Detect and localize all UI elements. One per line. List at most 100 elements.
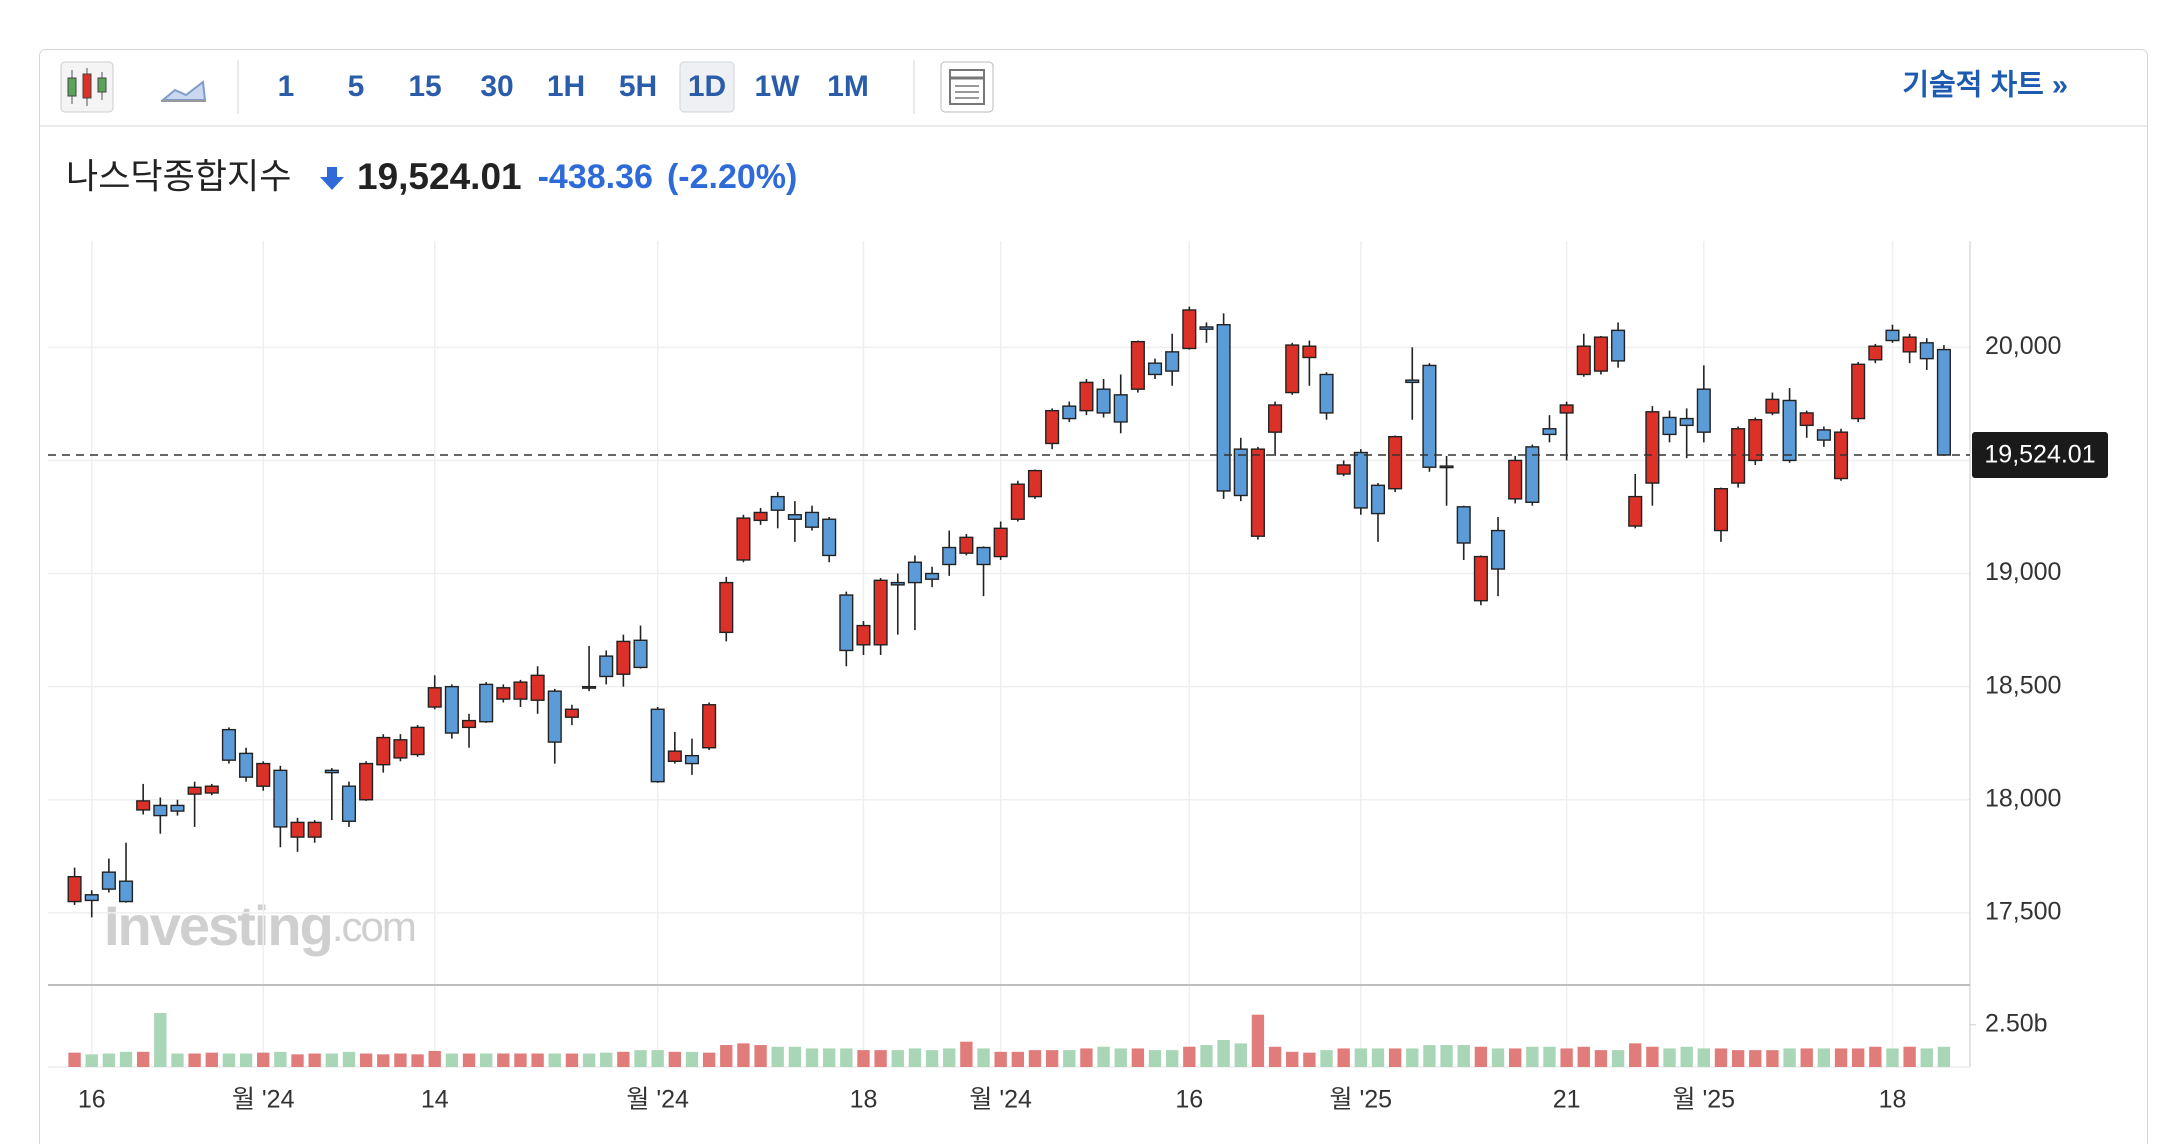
candle-body xyxy=(376,736,391,766)
volume-bar xyxy=(1474,1046,1488,1067)
volume-bar xyxy=(1560,1048,1573,1067)
volume-bar xyxy=(754,1045,767,1067)
volume-bar xyxy=(308,1053,321,1067)
candle-body xyxy=(1473,555,1488,602)
candle-body xyxy=(101,871,116,890)
candle-body xyxy=(1662,416,1677,436)
watermark-brand: Investing xyxy=(104,894,332,957)
volume-bar xyxy=(1217,1040,1230,1067)
volume-bar xyxy=(1234,1043,1247,1067)
candle-body xyxy=(1576,345,1591,376)
candle-body xyxy=(341,785,357,822)
candle-body xyxy=(1233,448,1248,497)
volume-bar xyxy=(1526,1046,1539,1067)
x-tick-label: 16 xyxy=(1175,1086,1203,1114)
y-tick-label: 19,000 xyxy=(1985,558,2061,586)
interval-button[interactable]: 1 xyxy=(278,70,295,103)
widget-frame xyxy=(39,49,2148,1144)
area-icon[interactable] xyxy=(160,80,207,102)
candle-body xyxy=(1885,329,1900,342)
volume-bar xyxy=(1663,1048,1676,1067)
candle-body xyxy=(1525,446,1540,503)
volume-bar xyxy=(840,1048,853,1067)
interval-button[interactable]: 5H xyxy=(619,70,657,103)
interval-button[interactable]: 1H xyxy=(547,70,585,103)
candle-body xyxy=(1027,469,1043,498)
candle-body xyxy=(804,511,820,528)
volume-bar xyxy=(994,1051,1007,1067)
interval-button[interactable]: 5 xyxy=(348,70,365,103)
interval-button[interactable]: 15 xyxy=(408,70,441,103)
y-tick-label: 17,500 xyxy=(1985,897,2061,925)
candle-body xyxy=(1748,419,1763,462)
volume-bar xyxy=(291,1054,304,1067)
candle-body xyxy=(118,880,134,903)
volume-bar xyxy=(943,1048,956,1067)
volume-bar xyxy=(737,1043,750,1067)
instrument-name: 나스닥종합지수 xyxy=(66,157,291,196)
interval-button[interactable]: 1M xyxy=(827,70,869,103)
candle-body xyxy=(1336,464,1351,475)
watermark: Investing.com xyxy=(104,894,415,957)
volume-bar xyxy=(1097,1046,1110,1067)
y-tick-label: 20,000 xyxy=(1985,332,2061,360)
x-tick-label: 18 xyxy=(1879,1086,1907,1114)
volume-bar xyxy=(325,1053,338,1067)
candle-body xyxy=(479,683,494,723)
candle-body xyxy=(890,581,905,586)
candle-body xyxy=(1542,428,1557,436)
candle-body xyxy=(959,536,974,554)
candle-body xyxy=(1388,435,1403,490)
volume-bar xyxy=(342,1051,356,1067)
price-line: 19,524.01 -438.36 (-2.20%) xyxy=(357,156,797,197)
volume-bar xyxy=(771,1046,784,1067)
candle-body xyxy=(856,624,871,646)
candle-body xyxy=(273,769,288,828)
candle-body xyxy=(684,754,700,765)
candle-body xyxy=(1268,404,1283,433)
volume-bar xyxy=(1920,1048,1933,1067)
volume-bar xyxy=(1045,1050,1059,1067)
volume-bar xyxy=(1611,1050,1625,1067)
candle-body xyxy=(1319,373,1334,414)
volume-bar xyxy=(1148,1050,1162,1067)
volume-bar xyxy=(1491,1048,1505,1067)
candle-body xyxy=(925,572,940,580)
volume-bar xyxy=(1886,1048,1899,1067)
candle-body xyxy=(1096,388,1111,414)
volume-bar xyxy=(1457,1045,1470,1067)
layout-icon[interactable] xyxy=(940,61,994,113)
y-tick-label: 18,000 xyxy=(1985,784,2061,812)
volume-bar xyxy=(857,1050,870,1067)
volume-bar xyxy=(874,1050,887,1067)
volume-bar xyxy=(480,1053,493,1067)
volume-bar xyxy=(68,1052,81,1067)
technical-chart-link[interactable]: 기술적 차트 » xyxy=(1902,69,2068,102)
volume-bar xyxy=(1783,1048,1796,1067)
candle-body xyxy=(204,785,219,794)
x-tick-label: 월 '25 xyxy=(1330,1086,1393,1114)
price: 19,524.01 xyxy=(357,156,522,197)
interval-button[interactable]: 1D xyxy=(688,70,726,103)
volume-bar xyxy=(531,1053,544,1067)
volume-bar xyxy=(1509,1048,1522,1067)
volume-bar xyxy=(1354,1048,1367,1067)
plot: 17,50018,00018,50019,00019,50020,00016월 … xyxy=(48,241,2108,1114)
candle-body xyxy=(1936,348,1951,456)
candle-body xyxy=(1713,488,1729,532)
candle-body xyxy=(667,750,682,763)
volume-bar xyxy=(1543,1046,1556,1067)
candle-body xyxy=(1456,506,1471,544)
candle-icon[interactable] xyxy=(60,61,114,113)
candle-body xyxy=(1062,405,1077,420)
candle-body xyxy=(616,640,631,675)
interval-button[interactable]: 30 xyxy=(480,70,513,103)
volume-bar xyxy=(1766,1050,1779,1067)
candle-body xyxy=(787,514,802,520)
candle-body xyxy=(1611,329,1626,362)
candle-body xyxy=(1628,495,1643,527)
price-change: -438.36 xyxy=(538,158,653,196)
candle-body xyxy=(770,495,785,511)
interval-button[interactable]: 1W xyxy=(755,70,801,103)
